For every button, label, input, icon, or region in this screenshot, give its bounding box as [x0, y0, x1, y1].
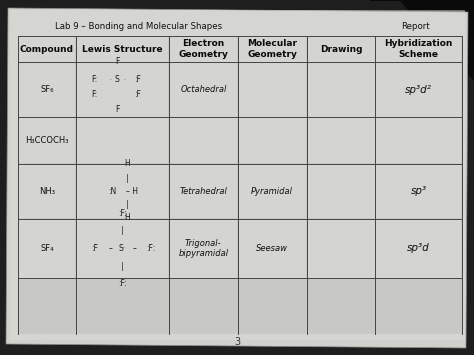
Bar	[307, 164, 375, 218]
Bar	[18, 63, 75, 117]
Text: F: F	[115, 57, 119, 66]
Text: |: |	[126, 174, 128, 182]
Text: |: |	[121, 262, 124, 271]
Text: F:: F:	[91, 90, 98, 99]
Bar	[307, 37, 375, 62]
Text: |: |	[121, 226, 124, 235]
Text: –: –	[132, 244, 137, 253]
Text: Report: Report	[401, 22, 430, 31]
Text: Lewis Structure: Lewis Structure	[82, 45, 163, 54]
Text: :F: :F	[134, 75, 141, 84]
Bar	[307, 63, 375, 117]
Bar	[76, 63, 168, 117]
Text: Trigonal-
bipyramidal: Trigonal- bipyramidal	[178, 239, 228, 258]
Text: sp³d²: sp³d²	[405, 85, 432, 95]
Text: Octahedral: Octahedral	[180, 85, 227, 94]
Text: Hybridization
Scheme: Hybridization Scheme	[384, 39, 453, 59]
Text: SF₆: SF₆	[40, 85, 54, 94]
Text: :F: :F	[134, 90, 141, 99]
Bar	[76, 219, 168, 278]
Text: Molecular
Geometry: Molecular Geometry	[247, 39, 297, 59]
Text: F: F	[115, 105, 119, 114]
Bar	[376, 37, 462, 62]
Text: Electron
Geometry: Electron Geometry	[178, 39, 228, 59]
Bar	[18, 118, 75, 163]
Text: Pyramidal: Pyramidal	[251, 187, 293, 196]
Text: Seesaw: Seesaw	[256, 244, 288, 253]
Text: –: –	[109, 244, 112, 253]
Bar	[170, 37, 237, 62]
Bar	[18, 219, 75, 278]
Text: sp³: sp³	[410, 186, 427, 196]
Bar	[18, 37, 75, 62]
Text: 3: 3	[234, 337, 240, 347]
Text: Compound: Compound	[20, 45, 74, 54]
Bar	[76, 164, 168, 218]
Bar	[76, 37, 168, 62]
Bar	[376, 118, 462, 163]
Text: :F̈:: :F̈:	[146, 244, 155, 253]
Text: Drawing: Drawing	[320, 45, 362, 54]
Bar	[376, 164, 462, 218]
Text: H: H	[125, 213, 130, 222]
Bar	[307, 118, 375, 163]
Bar	[238, 37, 306, 62]
Polygon shape	[370, 0, 474, 80]
Text: S·: S·	[119, 244, 126, 253]
Polygon shape	[6, 8, 468, 348]
Bar	[170, 63, 237, 117]
Text: :N: :N	[108, 187, 117, 196]
Bar	[18, 36, 462, 334]
Text: :F̈: :F̈	[91, 244, 98, 253]
Text: |: |	[126, 200, 128, 209]
Text: sp³d: sp³d	[407, 244, 430, 253]
Bar	[307, 219, 375, 278]
Bar	[170, 164, 237, 218]
Text: Lab 9 – Bonding and Molecular Shapes: Lab 9 – Bonding and Molecular Shapes	[55, 22, 222, 31]
Bar	[238, 164, 306, 218]
Bar	[76, 118, 168, 163]
Text: :F:: :F:	[118, 279, 127, 288]
Text: H₃CCOCH₃: H₃CCOCH₃	[25, 136, 69, 145]
Bar	[238, 219, 306, 278]
Bar	[18, 164, 75, 218]
Text: ·: ·	[123, 77, 125, 82]
Bar	[170, 219, 237, 278]
Text: :F:: :F:	[118, 209, 127, 218]
Text: F:: F:	[91, 75, 98, 84]
Bar	[376, 63, 462, 117]
Bar	[238, 118, 306, 163]
Text: S: S	[115, 75, 120, 84]
Text: – H: – H	[127, 187, 138, 196]
Text: SF₄: SF₄	[40, 244, 54, 253]
Bar	[238, 63, 306, 117]
Text: Tetrahedral: Tetrahedral	[180, 187, 228, 196]
Text: H: H	[125, 159, 130, 168]
Text: NH₃: NH₃	[39, 187, 55, 196]
Bar	[170, 118, 237, 163]
Text: ·: ·	[109, 77, 111, 82]
Bar	[376, 219, 462, 278]
